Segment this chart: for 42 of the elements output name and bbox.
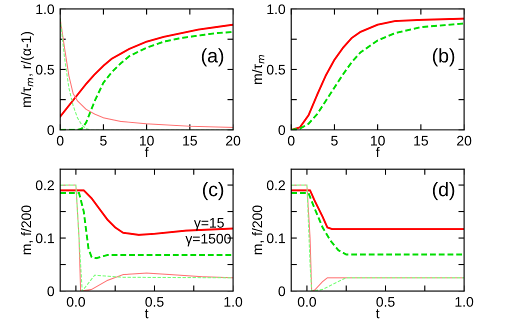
y-axis-title: m, f/200 <box>20 206 33 254</box>
x-tick-label: 5 <box>100 136 107 146</box>
y-tick-label: 1.0 <box>36 4 54 14</box>
annotation: (c) <box>202 182 224 200</box>
x-tick-label: 1.0 <box>224 296 242 307</box>
x-tick-label: 15 <box>414 136 428 146</box>
x-tick-label: 0.0 <box>66 296 86 307</box>
x-tick-label: 0.5 <box>145 296 164 307</box>
x-tick-label: 10 <box>140 136 154 146</box>
y-tick-label: 0.5 <box>36 64 54 75</box>
y-tick-label: 0.1 <box>266 233 285 244</box>
y-tick-label: 0.2 <box>36 180 54 190</box>
x-tick-label: 5 <box>331 136 338 146</box>
x-axis-title: f <box>376 147 380 158</box>
annotation: γ=1500 <box>185 234 231 246</box>
y-axis-title: m/τ$_{m}$, r/(α-1) <box>20 32 34 107</box>
x-tick-label: 20 <box>226 136 240 146</box>
annotation: (b) <box>432 48 454 66</box>
y-tick-label: 0 <box>278 286 286 296</box>
x-tick-label: 1.0 <box>456 296 474 307</box>
y-tick-label: 0 <box>278 125 286 136</box>
x-tick-label: 10 <box>370 136 385 146</box>
y-tick-label: 1.0 <box>267 4 286 14</box>
x-axis-title: t <box>376 309 380 318</box>
x-tick-label: 0 <box>56 136 64 146</box>
annotation: (a) <box>202 48 224 66</box>
x-tick-label: 15 <box>183 136 197 146</box>
y-tick-label: 0 <box>47 125 54 136</box>
x-tick-label: 0 <box>288 136 295 146</box>
y-tick-label: 0.2 <box>266 180 285 190</box>
x-axis-title: t <box>144 309 148 318</box>
y-axis-title: m/τ$_{m}$ <box>252 55 264 84</box>
y-tick-label: 0.1 <box>36 233 54 244</box>
y-tick-label: 0 <box>47 286 54 296</box>
x-tick-label: 0.5 <box>376 296 395 307</box>
annotation: γ=15 <box>194 218 224 230</box>
annotation: (d) <box>432 182 454 200</box>
x-tick-label: 0.0 <box>298 296 316 307</box>
y-tick-label: 0.5 <box>266 64 286 75</box>
x-tick-label: 20 <box>457 136 472 146</box>
y-axis-title: m, f/200 <box>252 206 264 254</box>
x-axis-title: f <box>144 147 149 158</box>
